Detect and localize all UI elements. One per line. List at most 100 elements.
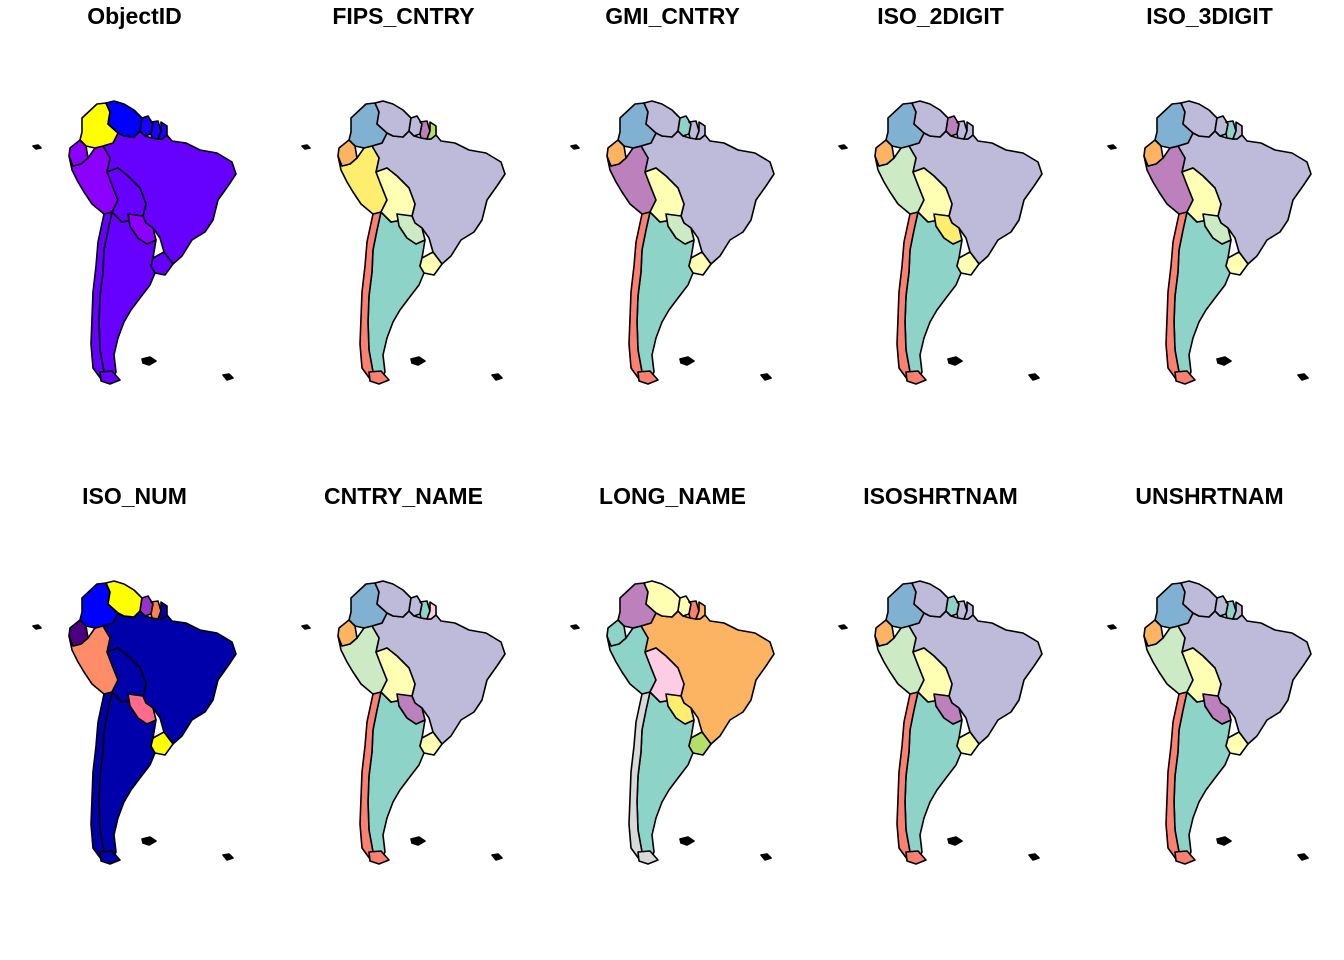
- country-guiana: [426, 601, 437, 620]
- country-suriname: [150, 120, 162, 140]
- panel-title: FIPS_CNTRY: [332, 3, 475, 29]
- country-uruguay: [419, 251, 443, 276]
- south-america-map: [32, 580, 237, 865]
- country-tierra-del-fuego: [905, 850, 927, 865]
- country-guiana: [157, 601, 168, 620]
- country-tierra-del-fuego: [368, 370, 390, 385]
- country-uruguay: [419, 731, 443, 756]
- country-guiana: [963, 601, 974, 620]
- country-paraguay: [933, 213, 963, 245]
- country-tierra-del-fuego: [1174, 850, 1196, 865]
- map-panel-long-name: LONG_NAME: [538, 480, 807, 960]
- map-panel-isoshrtnam: ISOSHRTNAM: [806, 480, 1075, 960]
- country-guiana: [695, 121, 706, 140]
- islands-falklands: [947, 356, 1040, 381]
- country-uruguay: [1225, 731, 1249, 756]
- islands-falklands: [1216, 836, 1309, 861]
- islands-galapagos: [570, 624, 580, 630]
- south-america-map: [32, 100, 237, 385]
- country-venezuela: [643, 580, 681, 618]
- map-panel-objectid: ObjectID: [0, 0, 269, 480]
- country-uruguay: [688, 731, 712, 756]
- islands-galapagos: [1107, 624, 1117, 630]
- islands-falklands: [410, 356, 503, 381]
- south-america-map: [301, 100, 506, 385]
- country-uruguay: [150, 251, 174, 276]
- panel-title: LONG_NAME: [599, 483, 746, 509]
- islands-galapagos: [301, 144, 311, 150]
- country-paraguay: [396, 693, 426, 725]
- islands-falklands: [141, 356, 234, 381]
- country-suriname: [688, 600, 700, 620]
- south-america-map: [838, 580, 1043, 865]
- country-venezuela: [643, 100, 681, 138]
- country-suriname: [150, 600, 162, 620]
- country-tierra-del-fuego: [99, 850, 121, 865]
- map-panel-iso-num: ISO_NUM: [0, 480, 269, 960]
- country-guiana: [157, 121, 168, 140]
- country-venezuela: [105, 580, 143, 618]
- islands-falklands: [679, 836, 772, 861]
- country-ecuador: [874, 139, 895, 167]
- country-guiana: [426, 121, 437, 140]
- country-venezuela: [374, 580, 412, 618]
- islands-galapagos: [301, 624, 311, 630]
- country-tierra-del-fuego: [368, 850, 390, 865]
- country-ecuador: [68, 619, 89, 647]
- country-suriname: [419, 120, 431, 140]
- country-venezuela: [911, 580, 949, 618]
- panel-title: ObjectID: [87, 3, 182, 29]
- country-tierra-del-fuego: [637, 850, 659, 865]
- islands-galapagos: [1107, 144, 1117, 150]
- south-america-map: [1107, 580, 1312, 865]
- south-america-map: [1107, 100, 1312, 385]
- map-panel-fips-cntry: FIPS_CNTRY: [269, 0, 538, 480]
- country-paraguay: [933, 693, 963, 725]
- country-paraguay: [396, 213, 426, 245]
- country-uruguay: [956, 731, 980, 756]
- islands-falklands: [410, 836, 503, 861]
- country-venezuela: [911, 100, 949, 138]
- country-guiana: [1232, 121, 1243, 140]
- islands-galapagos: [32, 624, 42, 630]
- country-suriname: [419, 600, 431, 620]
- country-tierra-del-fuego: [1174, 370, 1196, 385]
- country-tierra-del-fuego: [99, 370, 121, 385]
- country-paraguay: [665, 693, 695, 725]
- country-paraguay: [127, 213, 157, 245]
- south-america-map: [570, 100, 775, 385]
- islands-falklands: [679, 356, 772, 381]
- country-uruguay: [1225, 251, 1249, 276]
- country-suriname: [1225, 600, 1237, 620]
- country-guiana: [695, 601, 706, 620]
- country-guiana: [963, 121, 974, 140]
- country-paraguay: [127, 693, 157, 725]
- country-ecuador: [1143, 139, 1164, 167]
- panel-title: ISO_2DIGIT: [877, 3, 1004, 29]
- country-paraguay: [665, 213, 695, 245]
- country-suriname: [956, 600, 968, 620]
- panel-title: ISO_NUM: [82, 483, 187, 509]
- country-ecuador: [1143, 619, 1164, 647]
- map-panel-unshrtnam: UNSHRTNAM: [1075, 480, 1344, 960]
- country-ecuador: [337, 619, 358, 647]
- country-suriname: [688, 120, 700, 140]
- islands-galapagos: [838, 144, 848, 150]
- islands-galapagos: [838, 624, 848, 630]
- islands-falklands: [1216, 356, 1309, 381]
- panel-title: CNTRY_NAME: [324, 483, 483, 509]
- south-america-map: [570, 580, 775, 865]
- country-ecuador: [337, 139, 358, 167]
- country-ecuador: [606, 619, 627, 647]
- south-america-map: [301, 580, 506, 865]
- country-ecuador: [606, 139, 627, 167]
- islands-falklands: [141, 836, 234, 861]
- panel-title: GMI_CNTRY: [605, 3, 740, 29]
- country-ecuador: [68, 139, 89, 167]
- panel-title: ISOSHRTNAM: [863, 483, 1018, 509]
- panel-title: ISO_3DIGIT: [1146, 3, 1273, 29]
- country-uruguay: [688, 251, 712, 276]
- country-uruguay: [150, 731, 174, 756]
- country-suriname: [1225, 120, 1237, 140]
